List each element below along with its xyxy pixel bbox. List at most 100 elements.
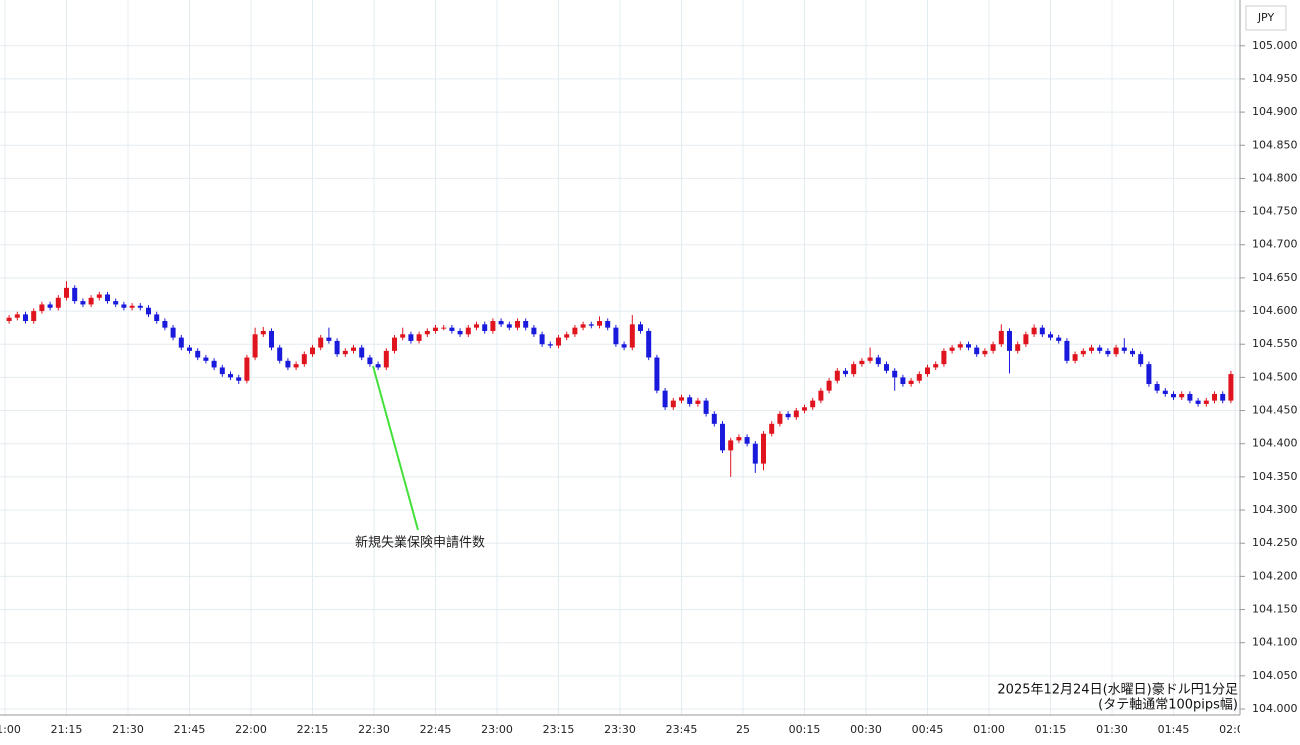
candle-body	[129, 305, 135, 308]
x-tick-label: 00:15	[789, 723, 821, 736]
candle-body	[1105, 350, 1111, 355]
candle-body	[687, 397, 693, 404]
x-tick-label: 01:45	[1158, 723, 1190, 736]
candle-body	[1154, 384, 1160, 391]
candle-body	[547, 344, 553, 346]
y-tick-label: 104.450	[1252, 404, 1298, 417]
annotation-line	[372, 365, 419, 531]
x-tick-label: 25	[736, 723, 750, 736]
candle-body	[957, 344, 963, 348]
x-tick-label: 22:00	[235, 723, 267, 736]
candle-body	[662, 390, 668, 408]
candle-body	[1080, 350, 1086, 355]
candle-body	[1113, 347, 1119, 355]
candle-body	[1007, 330, 1012, 351]
candle-body	[572, 327, 578, 335]
candle-body	[326, 337, 332, 341]
y-tick-label: 104.050	[1252, 669, 1298, 682]
y-tick-label: 104.650	[1252, 271, 1298, 284]
candle-body	[121, 304, 127, 308]
candle-body	[146, 307, 151, 315]
candle-body	[14, 314, 20, 318]
candle-body	[826, 380, 832, 391]
candle-body	[720, 423, 725, 451]
candle-body	[506, 324, 512, 328]
candle-body	[1130, 350, 1135, 355]
candle-body	[580, 324, 586, 328]
candle-body	[301, 354, 307, 365]
y-tick-label: 104.700	[1252, 238, 1298, 251]
candle-body	[1039, 327, 1045, 335]
candle-body	[802, 407, 807, 411]
candle-body	[1097, 347, 1103, 351]
candle-body	[1015, 344, 1021, 351]
candle-body	[711, 413, 717, 424]
candle-body	[334, 340, 340, 355]
candle-body	[523, 321, 529, 328]
candle-body	[990, 344, 996, 351]
candle-body	[703, 400, 709, 414]
candle-body	[613, 327, 619, 345]
candle-body	[670, 400, 676, 408]
x-tick-label: 22:30	[358, 723, 390, 736]
y-tick-label: 104.000	[1252, 702, 1298, 715]
candle-body	[1220, 393, 1226, 401]
candle-body	[539, 334, 545, 345]
candle-body	[154, 314, 160, 322]
candle-body	[433, 327, 438, 331]
candle-body	[621, 344, 627, 348]
y-tick-label: 104.400	[1252, 437, 1298, 450]
candle-body	[1048, 334, 1053, 338]
candle-body	[236, 377, 242, 381]
candle-body	[55, 297, 61, 308]
candle-body	[195, 350, 201, 358]
candle-body	[162, 321, 168, 328]
candle-body	[474, 324, 479, 328]
y-tick-label: 105.000	[1252, 39, 1298, 52]
candle-body	[744, 437, 750, 444]
candle-body	[219, 367, 225, 375]
y-tick-label: 104.100	[1252, 636, 1298, 649]
candle-body	[556, 337, 561, 346]
candle-body	[605, 321, 611, 328]
candle-body	[654, 357, 660, 391]
candle-body	[810, 400, 816, 408]
candle-body	[818, 390, 824, 401]
candle-body	[998, 330, 1004, 345]
candle-body	[949, 347, 955, 351]
candle-body	[597, 321, 602, 326]
candle-body	[498, 321, 504, 325]
candle-body	[96, 294, 102, 298]
candle-body	[285, 360, 291, 368]
candle-body	[449, 327, 455, 331]
candle-body	[761, 433, 766, 464]
candle-body	[736, 437, 742, 441]
candle-body	[383, 350, 389, 368]
candle-body	[982, 350, 988, 355]
caption: 2025年12月24日(水曜日)豪ドル円1分足	[997, 682, 1238, 698]
candle-body	[490, 321, 496, 331]
candle-body	[105, 294, 110, 302]
x-tick-label: 23:00	[481, 723, 513, 736]
y-tick-label: 104.200	[1252, 569, 1298, 582]
candle-body	[564, 334, 570, 338]
candle-body	[695, 400, 701, 404]
candle-body	[752, 443, 758, 464]
candle-body	[228, 374, 233, 378]
candle-body	[367, 357, 373, 365]
candle-body	[416, 334, 422, 341]
candle-body	[867, 357, 873, 361]
x-tick-label: 21:00	[0, 723, 21, 736]
candle-body	[351, 347, 356, 351]
candle-body	[1023, 334, 1029, 345]
candle-body	[769, 423, 775, 434]
candle-body	[884, 364, 889, 371]
caption: (タテ軸通常100pips幅)	[1098, 698, 1238, 713]
candle-body	[39, 304, 45, 312]
candle-body	[6, 317, 12, 322]
candle-body	[793, 410, 799, 418]
candle-body	[1031, 327, 1037, 335]
candle-body	[834, 370, 840, 381]
x-tick-label: 23:45	[666, 723, 698, 736]
candle-body	[728, 440, 734, 451]
